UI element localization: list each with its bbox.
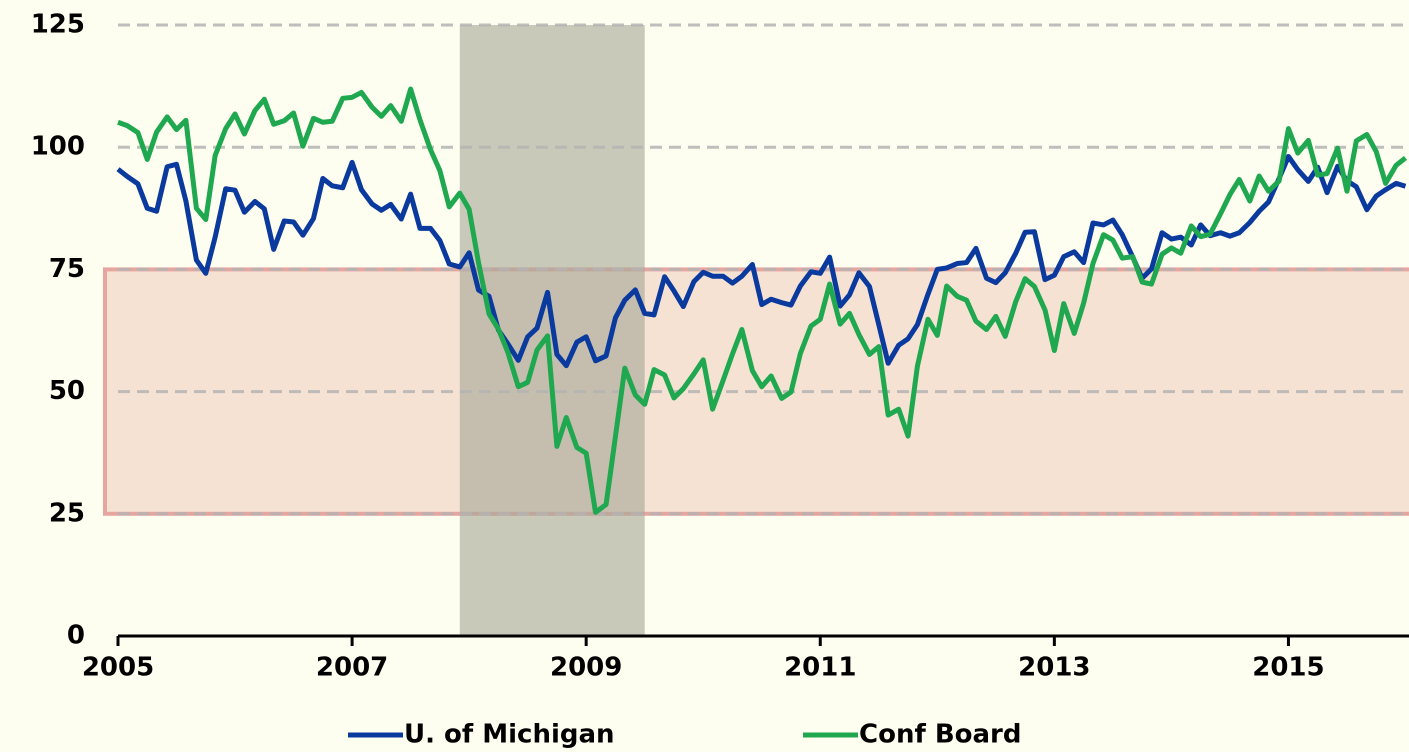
y-tick-label: 100 <box>31 132 85 162</box>
x-tick-label: 2015 <box>1252 653 1324 683</box>
series-line <box>116 153 1407 369</box>
x-tick-label: 2005 <box>82 653 154 683</box>
series-line <box>117 86 1408 515</box>
y-tick-label: 50 <box>49 376 85 406</box>
y-tick-label: 25 <box>49 498 85 528</box>
x-tick-label: 2009 <box>550 653 622 683</box>
legend-label: U. of Michigan <box>404 720 615 750</box>
y-tick-label: 75 <box>49 254 85 284</box>
x-tick-label: 2011 <box>784 653 856 683</box>
x-tick-label: 2013 <box>1018 653 1090 683</box>
legend-label: Conf Board <box>859 720 1021 750</box>
x-tick-label: 2007 <box>316 653 388 683</box>
y-tick-label: 0 <box>67 621 85 651</box>
y-tick-label: 125 <box>31 10 85 40</box>
